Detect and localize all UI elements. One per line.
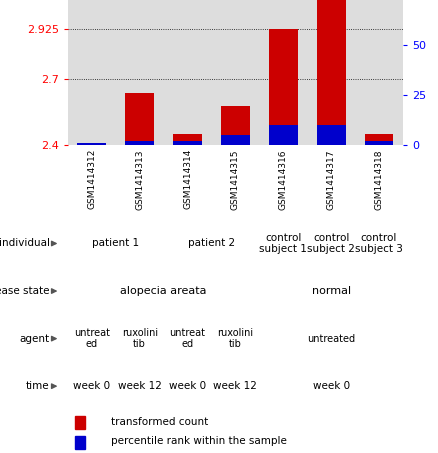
Text: untreat
ed: untreat ed [170, 328, 205, 349]
Text: GSM1414315: GSM1414315 [231, 149, 240, 210]
Text: GSM1414313: GSM1414313 [135, 149, 144, 210]
Text: alopecia areata: alopecia areata [120, 286, 207, 296]
Bar [365, 141, 393, 145]
Text: control
subject 3: control subject 3 [355, 233, 403, 254]
Text: week 0: week 0 [313, 381, 350, 391]
Bar [125, 141, 154, 145]
Bar [173, 141, 202, 145]
Text: untreated: untreated [307, 333, 355, 344]
Text: GSM1414317: GSM1414317 [327, 149, 336, 210]
Text: control
subject 1: control subject 1 [259, 233, 307, 254]
Bar [317, 125, 346, 145]
Text: control
subject 2: control subject 2 [307, 233, 355, 254]
Text: percentile rank within the sample: percentile rank within the sample [111, 436, 287, 446]
Bar [74, 436, 85, 448]
Text: week 0: week 0 [169, 381, 206, 391]
Bar [125, 93, 154, 145]
Text: agent: agent [19, 333, 49, 344]
Bar [269, 29, 298, 145]
Text: ruxolini
tib: ruxolini tib [217, 328, 254, 349]
Bar [74, 416, 85, 429]
Text: ruxolini
tib: ruxolini tib [122, 328, 158, 349]
Bar [317, 0, 346, 145]
Bar [78, 143, 106, 145]
Text: GSM1414316: GSM1414316 [279, 149, 288, 210]
Text: transformed count: transformed count [111, 417, 208, 427]
Text: normal: normal [311, 286, 351, 296]
Bar [78, 143, 106, 145]
Text: GSM1414314: GSM1414314 [183, 149, 192, 209]
Bar [269, 125, 298, 145]
Text: GSM1414312: GSM1414312 [87, 149, 96, 209]
Text: patient 1: patient 1 [92, 238, 139, 249]
Text: week 0: week 0 [73, 381, 110, 391]
Bar [221, 106, 250, 145]
Text: individual: individual [0, 238, 49, 249]
Text: week 12: week 12 [118, 381, 162, 391]
Text: patient 2: patient 2 [188, 238, 235, 249]
Text: untreat
ed: untreat ed [74, 328, 110, 349]
Bar [365, 134, 393, 145]
Text: time: time [26, 381, 49, 391]
Bar [173, 134, 202, 145]
Text: week 12: week 12 [213, 381, 258, 391]
Text: GSM1414318: GSM1414318 [374, 149, 384, 210]
Text: disease state: disease state [0, 286, 49, 296]
Bar [221, 135, 250, 145]
